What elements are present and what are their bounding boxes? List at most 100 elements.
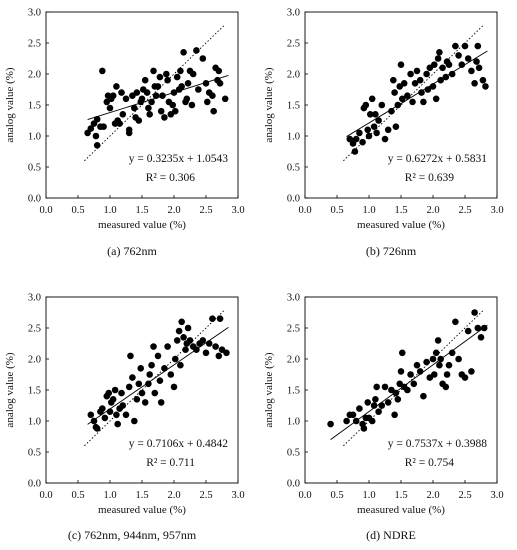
data-point	[212, 343, 219, 350]
data-point	[378, 402, 386, 409]
data-point	[99, 67, 106, 75]
x-tick-label: 2.0	[167, 490, 180, 501]
data-point	[189, 70, 197, 78]
regression-line	[87, 327, 229, 425]
regression-equation: y = 0.7106x + 0.4842	[129, 438, 228, 450]
data-point	[177, 67, 184, 75]
r-squared-label: R² = 0.306	[146, 172, 195, 184]
data-point	[384, 399, 392, 406]
data-point	[480, 324, 488, 332]
data-point	[349, 411, 357, 419]
data-point	[368, 95, 376, 103]
y-axis-title: analog value (%)	[263, 67, 275, 142]
data-point	[164, 76, 171, 84]
y-tick-label: 2.5	[287, 39, 300, 50]
data-point	[109, 396, 117, 403]
data-point	[365, 132, 373, 140]
data-point	[352, 417, 360, 425]
data-point	[397, 368, 405, 375]
panel-caption: (b) 726nm	[366, 244, 417, 258]
chart-panel-2: 0.0 0.5 1.0 1.5 2.0 2.5 3.0 0.0 0.5 1.0 1.5 2.0 2.5 3…	[4, 293, 245, 543]
x-tick-label: 2.5	[458, 490, 471, 501]
data-point	[145, 380, 152, 388]
data-point	[118, 389, 125, 397]
y-tick-label: 0.5	[28, 163, 41, 174]
data-point	[150, 67, 157, 75]
data-point	[180, 334, 187, 341]
x-tick-label: 0.5	[71, 490, 84, 501]
data-point	[474, 324, 482, 332]
data-point	[173, 337, 181, 344]
data-point	[464, 327, 472, 335]
x-axis-title: measured value (%)	[357, 504, 445, 516]
x-axis-title: measured value (%)	[98, 219, 186, 231]
data-point	[400, 80, 408, 87]
data-point	[434, 337, 442, 344]
data-point	[145, 104, 152, 112]
data-point	[473, 58, 480, 65]
y-tick-label: 1.5	[28, 101, 41, 112]
chart-panel-1: 0.0 0.5 1.0 1.5 2.0 2.5 3.0 0.0 0.5 1.0 1.5 2.0 2.5 3…	[263, 8, 504, 259]
regression-equation: y = 0.3235x + 1.0543	[129, 153, 228, 165]
data-point	[125, 383, 133, 391]
data-point	[471, 80, 478, 87]
x-tick-label: 1.5	[394, 490, 407, 501]
data-point	[146, 111, 153, 118]
data-point	[327, 420, 334, 428]
data-point	[175, 327, 183, 335]
data-point	[391, 89, 398, 96]
data-point	[193, 47, 200, 54]
data-point	[150, 343, 157, 350]
data-point	[133, 89, 141, 96]
data-point	[137, 365, 145, 372]
x-tick-label: 2.5	[199, 490, 212, 501]
data-point	[221, 95, 229, 103]
data-point	[100, 123, 107, 130]
data-point	[152, 92, 160, 99]
data-point	[182, 346, 189, 354]
x-tick-label: 0.0	[39, 490, 52, 501]
y-tick-label: 3.0	[28, 8, 41, 19]
data-point	[138, 389, 146, 397]
data-point	[113, 411, 120, 419]
data-point	[122, 411, 130, 419]
data-point	[119, 402, 127, 409]
one-to-one-line	[84, 24, 226, 162]
x-tick-label: 2.0	[426, 205, 439, 216]
data-point	[364, 126, 372, 134]
data-point	[178, 83, 185, 90]
data-point	[375, 408, 382, 416]
y-tick-label: 3.0	[287, 293, 300, 304]
data-point	[436, 49, 443, 56]
data-point	[146, 371, 153, 378]
data-point	[113, 83, 120, 90]
data-point	[388, 107, 395, 115]
data-point	[210, 107, 217, 115]
data-point	[424, 86, 432, 93]
data-point	[106, 408, 114, 416]
x-tick-label: 0.5	[330, 205, 343, 216]
y-tick-label: 0.5	[287, 163, 300, 174]
data-point	[416, 76, 424, 84]
data-point	[216, 80, 224, 87]
y-tick-label: 0.0	[28, 194, 41, 205]
data-point	[373, 129, 380, 137]
data-point	[482, 83, 489, 90]
x-tick-label: 3.0	[231, 205, 244, 216]
data-point	[202, 80, 210, 87]
data-point	[455, 52, 462, 59]
data-point	[423, 358, 430, 366]
data-point	[468, 368, 475, 375]
data-point	[90, 417, 98, 425]
x-tick-label: 1.0	[103, 490, 116, 501]
data-point	[205, 340, 213, 347]
chart-panel-3: 0.0 0.5 1.0 1.5 2.0 2.5 3.0 0.0 0.5 1.0 1.5 2.0 2.5 3…	[263, 293, 504, 543]
y-tick-label: 0.5	[287, 448, 300, 459]
y-tick-label: 0.5	[28, 448, 41, 459]
data-point	[436, 361, 443, 369]
data-point	[398, 95, 406, 103]
y-tick-label: 1.0	[28, 132, 41, 143]
data-point	[429, 83, 437, 90]
data-point	[362, 101, 370, 109]
